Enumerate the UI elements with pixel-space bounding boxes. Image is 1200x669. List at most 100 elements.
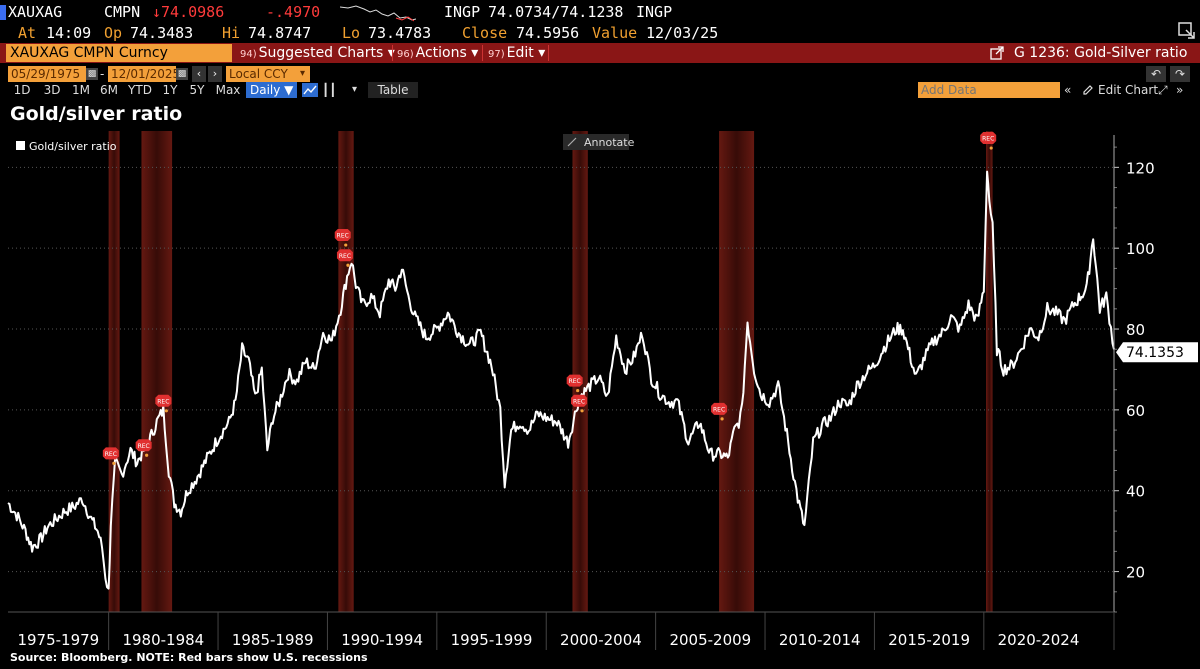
recession-flag: REC xyxy=(135,439,152,457)
flag-shape xyxy=(334,229,351,242)
last-value-label: 74.1353 xyxy=(1126,345,1184,361)
recession-flag: REC xyxy=(571,394,588,413)
series-line xyxy=(7,170,1115,590)
range-ytd[interactable]: YTD xyxy=(128,83,152,97)
bar-chart-icon[interactable]: ┃┃ xyxy=(322,83,337,97)
undo-icon[interactable]: ↶ xyxy=(1146,66,1166,82)
range-max[interactable]: Max xyxy=(215,83,241,97)
x-axis: 1975-1979 1980-1984 1985-1989 1990-1994 1995… xyxy=(8,611,1115,650)
recession-bar xyxy=(572,131,588,612)
divider xyxy=(482,45,483,61)
end-date-field[interactable]: 12/01/2025 xyxy=(108,66,180,82)
flag-dot xyxy=(145,453,149,457)
start-date-field[interactable]: 05/29/1975 xyxy=(8,66,86,82)
value-label: Value xyxy=(592,24,638,42)
range-1m[interactable]: 1M xyxy=(72,83,90,97)
x-tick-label: 1985-1989 xyxy=(232,631,314,649)
low-value: 73.4783 xyxy=(368,24,432,42)
table-button[interactable]: Table xyxy=(368,82,418,98)
x-tick-label: 1995-1999 xyxy=(451,631,533,649)
gridlines xyxy=(8,166,1114,573)
recession-bar xyxy=(719,131,755,612)
close-value: 74.5956 xyxy=(516,24,580,42)
divider xyxy=(392,45,393,61)
add-data-input[interactable] xyxy=(918,82,1060,98)
expand-icon[interactable] xyxy=(1178,22,1196,40)
recession-flags: REC REC REC REC REC REC REC REC REC xyxy=(102,132,997,465)
flag-shape xyxy=(711,402,728,415)
frequency-select[interactable]: Daily ▼ xyxy=(246,82,298,98)
collapse-icon[interactable]: « xyxy=(1064,83,1072,97)
calendar-icon[interactable]: ▩ xyxy=(176,68,188,80)
recession-bar xyxy=(986,131,993,612)
currency-select[interactable]: Local CCY xyxy=(226,66,310,82)
y-tick-label: 100 xyxy=(1126,240,1155,258)
suggested-charts-menu[interactable]: 94) Suggested Charts ▾ xyxy=(240,45,395,61)
range-6m[interactable]: 6M xyxy=(100,83,118,97)
flag-label: REC xyxy=(339,253,351,260)
flag-shape xyxy=(336,249,353,262)
expand-icon[interactable]: ⤢ xyxy=(1158,83,1168,97)
edit-menu[interactable]: 97) Edit ▾ xyxy=(488,45,546,61)
quote-line-1: XAUXAG CMPN ↓74.0986 -.4970 INGP 74.0734… xyxy=(0,2,1200,22)
next-arrow-icon[interactable]: › xyxy=(208,66,222,82)
line-chart-icon[interactable] xyxy=(302,83,318,97)
redo-icon[interactable]: ↷ xyxy=(1170,66,1190,82)
bid-ask-source: INGP xyxy=(636,3,673,21)
range-3d[interactable]: 3D xyxy=(43,83,61,97)
range-5y[interactable]: 5Y xyxy=(189,83,205,97)
flag-dot xyxy=(112,461,116,465)
flag-shape xyxy=(980,132,997,145)
annotate-label: Annotate xyxy=(584,136,635,149)
recession-bars xyxy=(108,131,993,612)
prev-arrow-icon[interactable]: ‹ xyxy=(192,66,206,82)
flag-dot xyxy=(720,417,724,421)
sparkline xyxy=(340,5,416,22)
calendar-icon[interactable]: ▩ xyxy=(86,68,98,80)
pricing-source: CMPN xyxy=(104,3,141,21)
range-row: 1D 3D 1M 6M YTD 1Y 5Y Max Daily ▼ ┃┃ ▾ T… xyxy=(0,82,1200,98)
flag-dot xyxy=(344,243,348,247)
edit-chart-button[interactable]: Edit Chart xyxy=(1098,83,1159,97)
x-tick-label: 1990-1994 xyxy=(341,631,423,649)
page-title: G 1236: Gold-Silver ratio xyxy=(1014,45,1188,61)
flag-label: REC xyxy=(713,406,725,413)
flag-label: REC xyxy=(138,443,150,450)
annotate-button[interactable]: Annotate xyxy=(563,134,635,150)
at-label: At xyxy=(18,24,37,42)
open-value: 74.3483 xyxy=(130,24,194,42)
line-chart[interactable]: REC REC REC REC REC REC REC REC REC 20 40 60 80 100 1… xyxy=(0,130,1200,650)
flag-shape xyxy=(102,447,119,460)
recession-bar xyxy=(108,131,120,612)
chevron-down-icon[interactable]: ▾ xyxy=(352,84,358,95)
date-range-row: 05/29/1975 ▩ - 12/01/2025 ▩ ‹ › Local CC… xyxy=(0,66,1200,82)
last-price: ↓74.0986 xyxy=(152,3,225,21)
y-tick-label: 60 xyxy=(1126,402,1145,420)
bid-ask: 74.0734/74.1238 xyxy=(488,3,624,21)
launch-icon[interactable] xyxy=(990,46,1004,60)
security-field[interactable]: XAUXAG CMPN Curncy xyxy=(6,44,232,62)
ticker[interactable]: XAUXAG xyxy=(8,3,63,21)
range-1d[interactable]: 1D xyxy=(13,83,31,97)
flag-dot xyxy=(989,146,993,150)
flag-shape xyxy=(155,394,172,407)
security-marker xyxy=(0,5,6,20)
recession-flag: REC xyxy=(155,394,172,413)
flag-label: REC xyxy=(573,398,585,405)
x-tick-label: 2005-2009 xyxy=(669,631,751,649)
last-value-tag: 74.1353 xyxy=(1116,342,1198,363)
y-tick-label: 80 xyxy=(1126,321,1145,339)
date-separator: - xyxy=(100,67,105,81)
flag-label: REC xyxy=(105,451,117,458)
flag-label: REC xyxy=(982,136,994,143)
close-label: Close xyxy=(462,24,508,42)
high-value: 74.8747 xyxy=(248,24,312,42)
collapse-panel-icon[interactable]: » xyxy=(1176,83,1184,97)
range-1y[interactable]: 1Y xyxy=(162,83,178,97)
pencil-icon xyxy=(567,137,577,147)
actions-menu[interactable]: 96) Actions ▾ xyxy=(397,45,479,61)
low-label: Lo xyxy=(342,24,361,42)
net-change: -.4970 xyxy=(266,3,321,21)
open-label: Op xyxy=(104,24,123,42)
quote-line-2: At 14:09 Op 74.3483 Hi 74.8747 Lo 73.478… xyxy=(0,23,1200,43)
